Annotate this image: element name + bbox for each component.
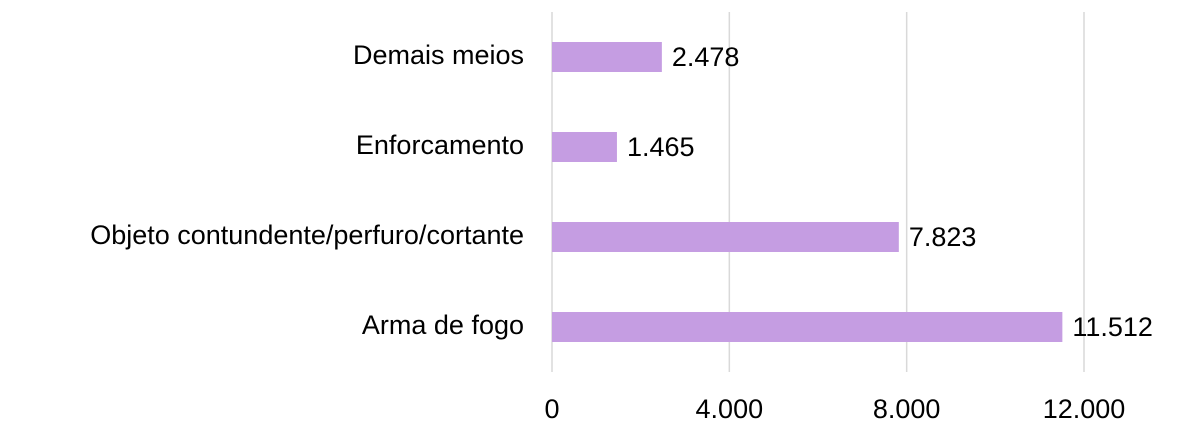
x-tick-label: 0 <box>544 394 559 423</box>
bar <box>552 222 899 252</box>
value-label: 7.823 <box>909 222 977 252</box>
value-label: 2.478 <box>672 42 740 72</box>
x-tick-label: 12.000 <box>1043 394 1126 423</box>
y-tick-label: Objeto contundente/perfuro/cortante <box>90 220 524 250</box>
value-label: 1.465 <box>627 132 695 162</box>
bar <box>552 132 617 162</box>
bar <box>552 42 662 72</box>
y-tick-label: Demais meios <box>353 40 524 70</box>
bar <box>552 312 1063 342</box>
y-tick-label: Arma de fogo <box>362 310 524 340</box>
value-label: 11.512 <box>1072 312 1153 342</box>
x-tick-label: 4.000 <box>696 394 764 423</box>
y-tick-label: Enforcamento <box>356 130 524 160</box>
x-tick-label: 8.000 <box>873 394 941 423</box>
